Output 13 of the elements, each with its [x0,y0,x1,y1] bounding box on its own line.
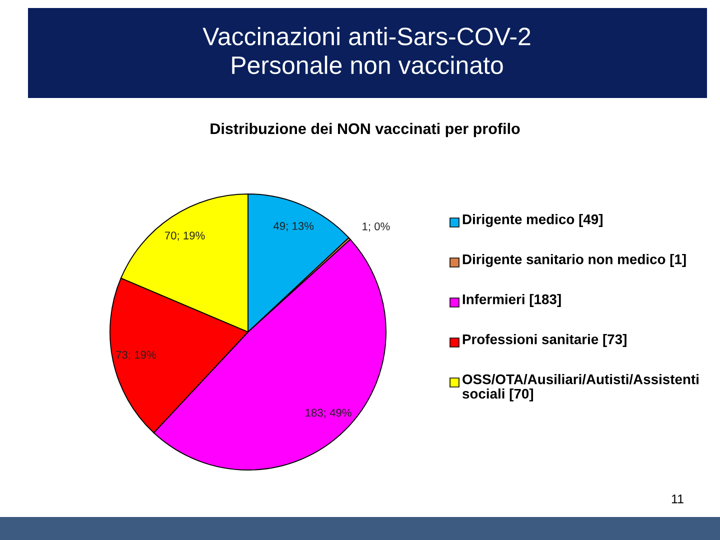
legend-label: OSS/OTA/Ausiliari/Autisti/Assistenti sociali [70] [462,374,698,402]
data-label: 49; 13% [273,222,314,232]
legend-label: Dirigente medico [49] [462,214,602,228]
legend-label: Dirigente sanitario non medico [1] [462,254,686,268]
data-label: 183; 49% [306,408,352,418]
chart-subtitle: Distribuzione dei NON vaccinati per profilo [210,122,520,138]
data-label: 1; 0% [362,222,390,232]
legend-label: Infermieri [183] [462,294,561,307]
chart-title: Vaccinazioni anti-Sars-COV-2 Personale non vaccinato [202,26,530,74]
legend-label: Professioni sanitarie [73] [462,334,626,347]
data-label: 70; 19% [164,232,205,241]
data-label: 73; 19% [116,350,156,360]
text: 11 [672,494,684,504]
